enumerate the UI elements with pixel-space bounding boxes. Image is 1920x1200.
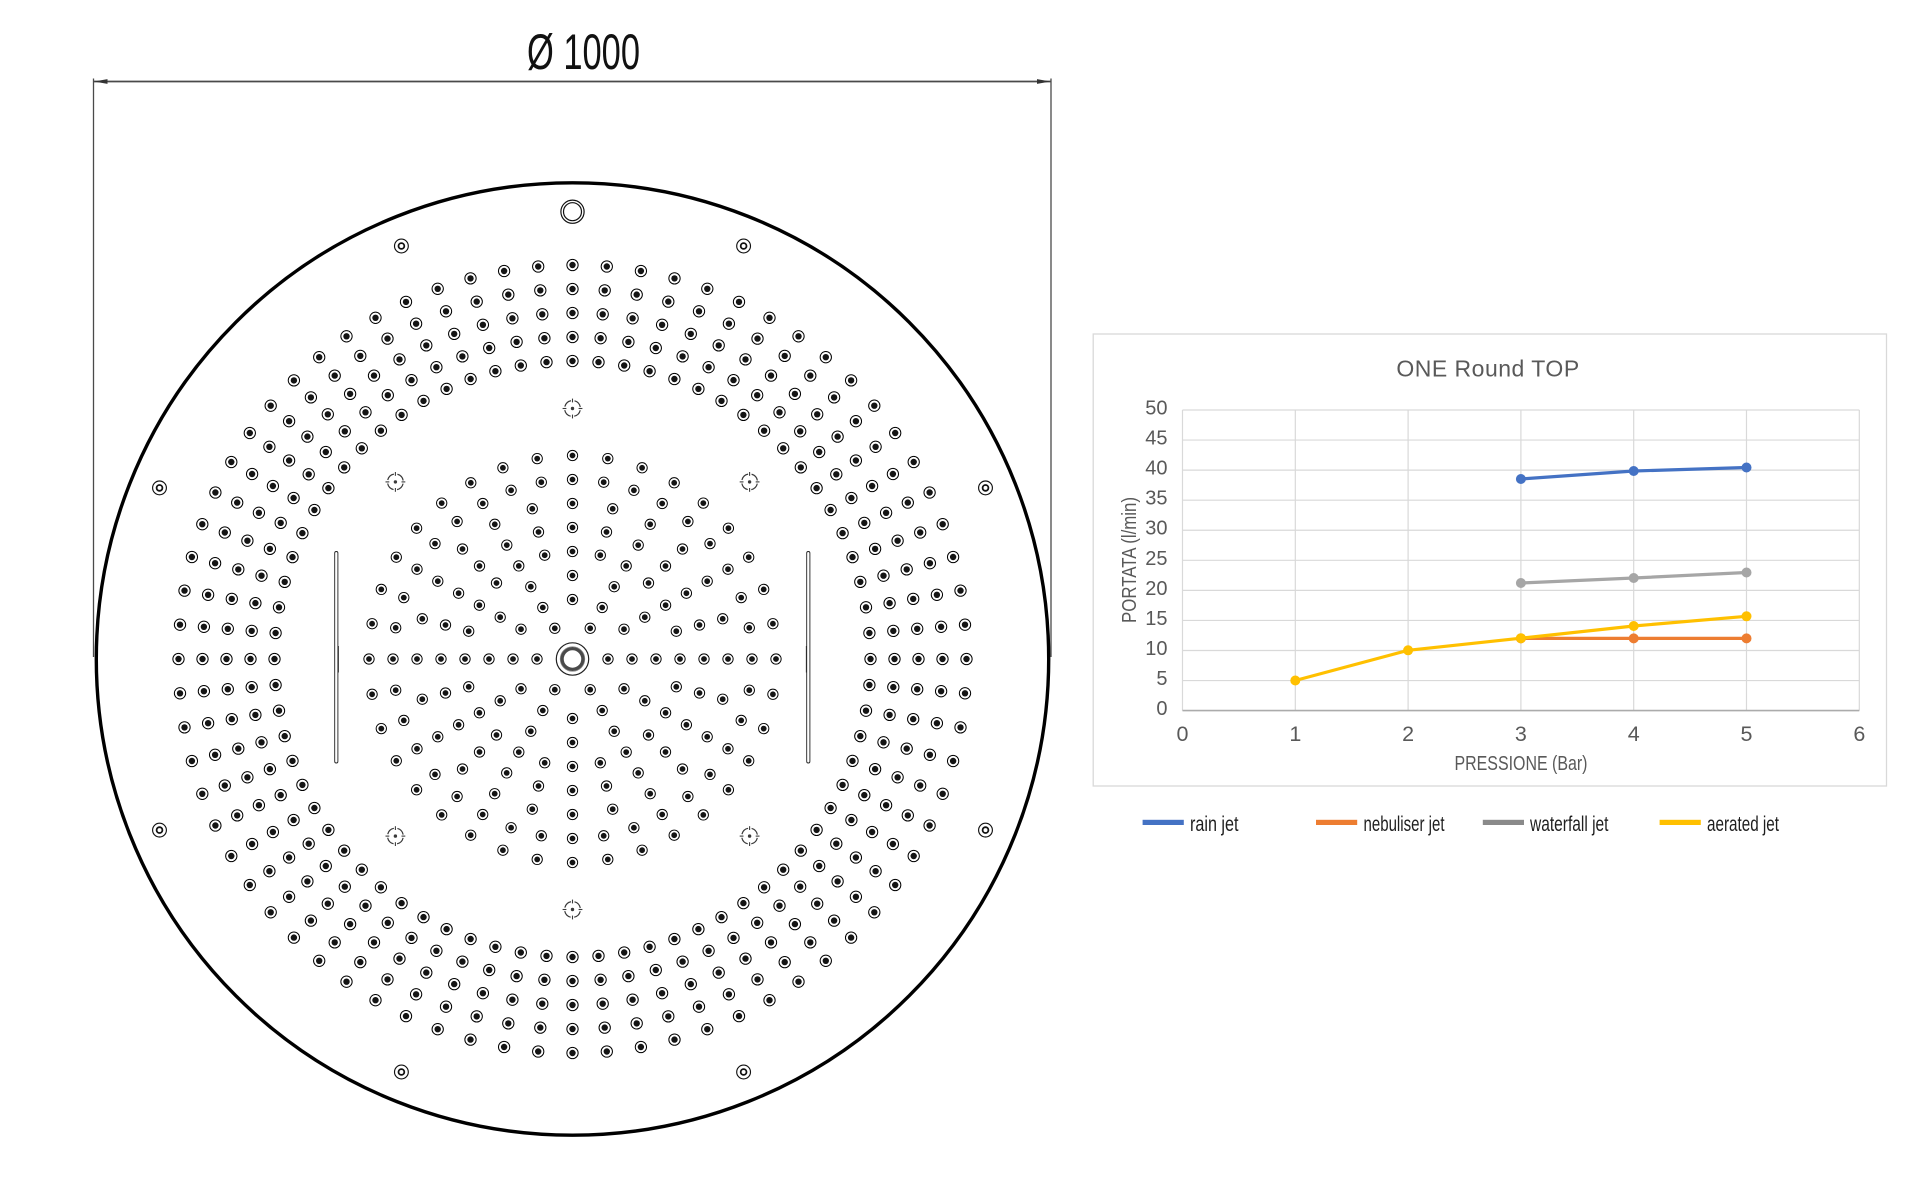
svg-text:PORTATA (l/min): PORTATA (l/min) [1119, 497, 1141, 623]
svg-text:ONE Round TOP: ONE Round TOP [1396, 356, 1579, 382]
svg-text:1: 1 [1289, 722, 1301, 746]
svg-text:nebuliser jet: nebuliser jet [1364, 813, 1445, 836]
svg-text:20: 20 [1145, 578, 1167, 600]
svg-text:0: 0 [1177, 722, 1189, 746]
svg-text:25: 25 [1145, 548, 1167, 570]
svg-text:5: 5 [1741, 722, 1753, 746]
svg-text:5: 5 [1156, 668, 1167, 690]
svg-text:4: 4 [1628, 722, 1640, 746]
svg-text:2: 2 [1402, 722, 1414, 746]
svg-text:6: 6 [1853, 722, 1865, 746]
svg-text:0: 0 [1156, 698, 1167, 720]
svg-text:aerated jet: aerated jet [1707, 813, 1779, 836]
svg-text:Ø 1000: Ø 1000 [527, 24, 640, 80]
svg-text:rain jet: rain jet [1190, 813, 1239, 836]
svg-text:30: 30 [1145, 518, 1167, 540]
svg-text:10: 10 [1145, 638, 1167, 660]
svg-text:waterfall jet: waterfall jet [1529, 813, 1608, 836]
svg-text:PRESSIONE (Bar): PRESSIONE (Bar) [1455, 753, 1588, 775]
svg-text:45: 45 [1145, 428, 1167, 450]
svg-text:50: 50 [1145, 398, 1167, 420]
svg-text:35: 35 [1145, 488, 1167, 510]
svg-text:3: 3 [1515, 722, 1527, 746]
svg-text:40: 40 [1145, 458, 1167, 480]
svg-text:15: 15 [1145, 608, 1167, 630]
